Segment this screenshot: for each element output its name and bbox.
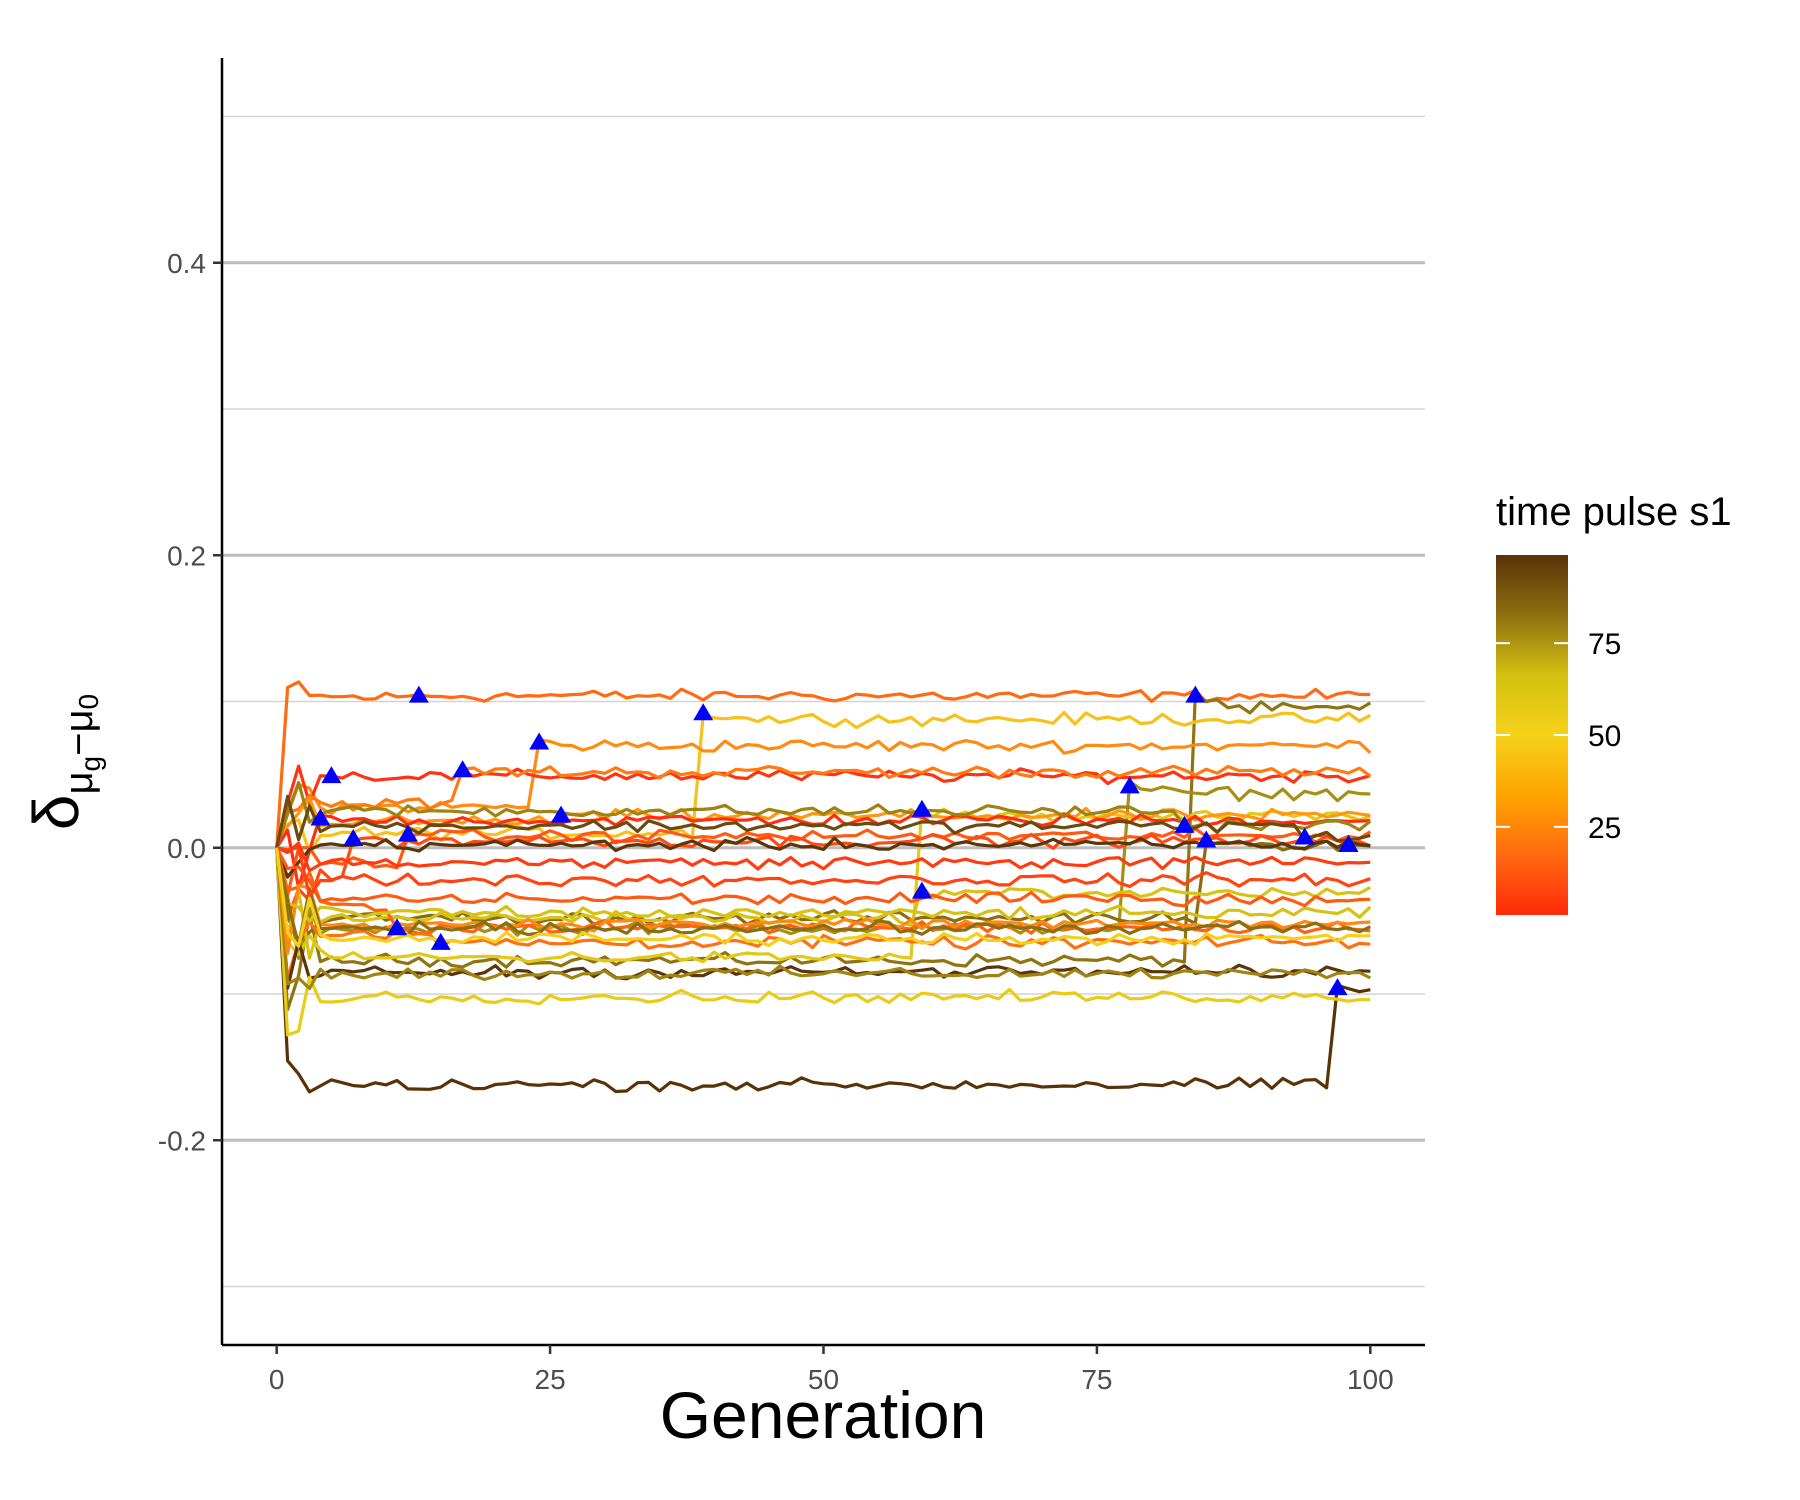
y-tick-label-2: 0.2 bbox=[167, 540, 206, 571]
colorbar-label-1: 50 bbox=[1588, 720, 1621, 753]
colorbar-ticks: 25 50 75 bbox=[1496, 628, 1621, 845]
ticks: -0.2 0.0 0.2 0.4 0 25 50 75 100 bbox=[158, 248, 1394, 1395]
pulse-marker-8 bbox=[551, 805, 572, 823]
pulse-marker-17 bbox=[386, 918, 407, 936]
series-line-19 bbox=[275, 847, 1371, 1094]
series-line-22 bbox=[275, 847, 1372, 991]
pulse-marker-12 bbox=[343, 828, 364, 846]
pulse-marker-4 bbox=[321, 766, 342, 784]
y-tick-label-1: 0.0 bbox=[167, 833, 206, 864]
y-axis-title: δμg−μ0 bbox=[20, 694, 106, 830]
y-axis-title-mu-0: μ bbox=[57, 709, 101, 732]
pulse-marker-last bbox=[1338, 834, 1359, 852]
series-line-25 bbox=[275, 847, 1371, 947]
x-tick-label-1: 25 bbox=[535, 1364, 566, 1395]
pulse-marker-3 bbox=[529, 732, 550, 750]
pulse-marker-5 bbox=[452, 760, 473, 778]
series-line-24 bbox=[275, 847, 1372, 923]
series-line-5 bbox=[275, 764, 1372, 849]
series-line-12 bbox=[275, 832, 1371, 921]
y-tick-label-3: 0.4 bbox=[167, 248, 206, 279]
series-line-23 bbox=[275, 847, 1371, 955]
pulse-marker-7 bbox=[911, 799, 932, 817]
x-tick-label-2: 50 bbox=[808, 1364, 839, 1395]
y-axis-title-minus: − bbox=[57, 733, 101, 756]
pulse-marker-1 bbox=[1185, 685, 1206, 703]
pulse-marker-14 bbox=[1294, 827, 1315, 845]
pulse-marker-2 bbox=[693, 703, 714, 721]
y-tick-label-0: -0.2 bbox=[158, 1125, 206, 1156]
pulse-marker-16 bbox=[911, 881, 932, 899]
series-line-0 bbox=[275, 680, 1371, 848]
svg-text:δμg−μ0: δμg−μ0 bbox=[20, 694, 106, 830]
pulse-marker-13 bbox=[1196, 830, 1217, 848]
x-tick-label-3: 75 bbox=[1081, 1364, 1112, 1395]
x-tick-label-4: 100 bbox=[1347, 1364, 1394, 1395]
y-axis-title-delta: δ bbox=[20, 794, 92, 830]
pulse-marker-18 bbox=[430, 932, 451, 950]
x-tick-label-0: 0 bbox=[269, 1364, 285, 1395]
colorbar-label-0: 25 bbox=[1588, 812, 1621, 845]
pulse-markers bbox=[310, 685, 1359, 996]
series-line-27 bbox=[276, 845, 1371, 898]
pulse-marker-11 bbox=[397, 824, 418, 842]
series-lines bbox=[275, 680, 1372, 1094]
legend-title: time pulse s1 bbox=[1496, 490, 1732, 534]
series-line-3 bbox=[275, 738, 1372, 849]
colorbar-label-2: 75 bbox=[1588, 628, 1621, 661]
y-axis-title-mu-g: μ bbox=[57, 771, 101, 794]
series-line-21 bbox=[275, 847, 1371, 1037]
legend: time pulse s1 25 50 75 bbox=[1496, 490, 1732, 915]
pulse-marker-10 bbox=[1174, 815, 1195, 833]
pulse-marker-0 bbox=[408, 685, 429, 703]
gridlines bbox=[222, 115, 1425, 1288]
pulse-marker-9 bbox=[310, 808, 331, 826]
series-line-28 bbox=[276, 841, 1371, 873]
series-line-29 bbox=[275, 847, 1371, 948]
y-axis-title-zero: 0 bbox=[73, 694, 104, 710]
x-axis-title: Generation bbox=[660, 1378, 987, 1452]
y-axis-title-g: g bbox=[75, 756, 106, 772]
pulse-marker-6 bbox=[1119, 776, 1140, 794]
series-line-11 bbox=[275, 827, 1372, 897]
series-line-26 bbox=[275, 847, 1371, 908]
pulse-marker-19 bbox=[1327, 978, 1348, 996]
series-line-15 bbox=[275, 835, 1371, 879]
